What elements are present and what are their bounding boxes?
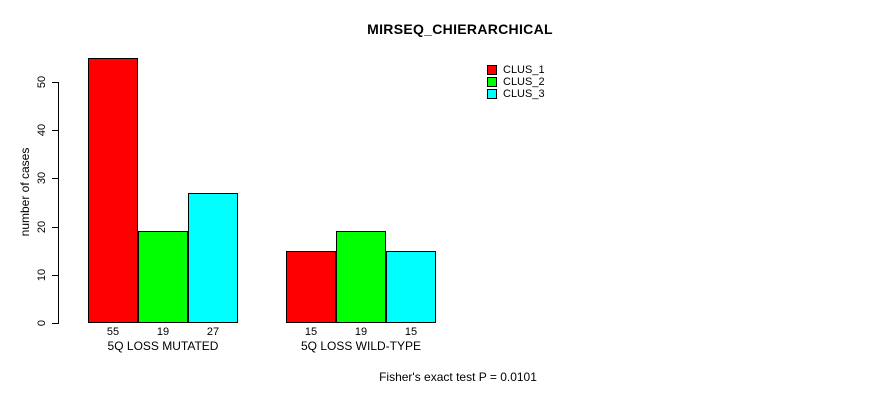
y-tick-mark	[52, 275, 59, 276]
category-label: 5Q LOSS MUTATED	[107, 339, 219, 353]
legend-label: CLUS_2	[503, 76, 545, 88]
y-tick-mark	[52, 323, 59, 324]
legend-row: CLUS_2	[487, 76, 545, 88]
y-tick-label: 50	[36, 75, 48, 89]
annotation-text: Fisher's exact test P = 0.0101	[379, 370, 537, 384]
y-tick-label: 30	[36, 171, 48, 185]
legend-label: CLUS_1	[503, 64, 545, 76]
y-tick-mark	[52, 227, 59, 228]
bar-value-label: 15	[304, 326, 318, 338]
legend-row: CLUS_3	[487, 88, 545, 100]
y-tick-label: 10	[36, 268, 48, 282]
y-axis-line	[58, 82, 59, 324]
chart-title: MIRSEQ_CHIERARCHICAL	[367, 21, 553, 37]
y-tick-label: 40	[36, 123, 48, 137]
y-axis-label: number of cases	[18, 147, 32, 237]
bar-value-label: 55	[106, 326, 120, 338]
bar-value-label: 19	[156, 326, 170, 338]
bar-clus_2	[336, 231, 386, 323]
category-label: 5Q LOSS WILD-TYPE	[300, 339, 422, 353]
legend-label: CLUS_3	[503, 88, 545, 100]
legend-swatch-clus_3	[487, 89, 497, 99]
legend-swatch-clus_1	[487, 65, 497, 75]
y-tick-mark	[52, 82, 59, 83]
bar-clus_3	[386, 251, 436, 323]
bar-value-label: 15	[404, 326, 418, 338]
y-tick-mark	[52, 178, 59, 179]
y-tick-label: 0	[36, 319, 48, 327]
bar-value-label: 19	[354, 326, 368, 338]
legend-swatch-clus_2	[487, 77, 497, 87]
bar-clus_2	[138, 231, 188, 323]
bar-value-label: 27	[206, 326, 220, 338]
legend-row: CLUS_1	[487, 64, 545, 76]
y-tick-mark	[52, 130, 59, 131]
bar-clus_1	[88, 58, 138, 323]
y-tick-label: 20	[36, 220, 48, 234]
bar-clus_1	[286, 251, 336, 323]
bar-clus_3	[188, 193, 238, 323]
legend: CLUS_1 CLUS_2 CLUS_3	[487, 64, 545, 100]
